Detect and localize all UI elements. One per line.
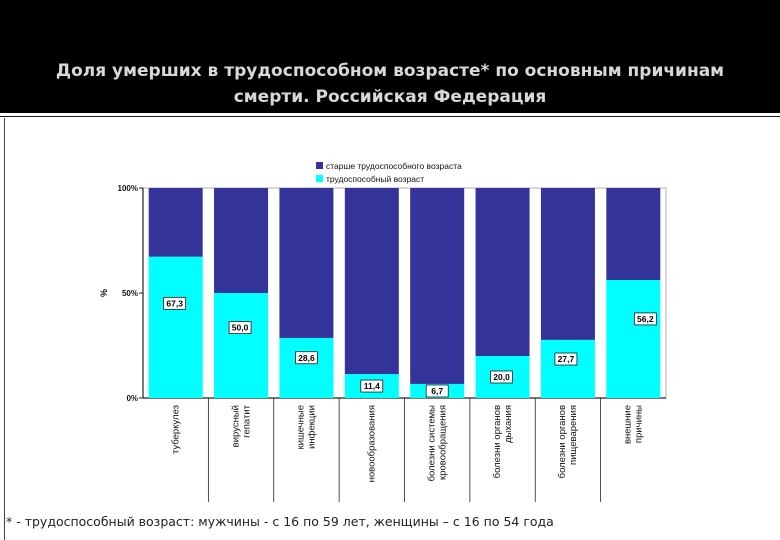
x-tick-label: пищеварения <box>568 405 579 465</box>
x-tick-label: туберкулез <box>170 405 181 454</box>
slide-title: Доля умерших в трудоспособном возрасте* … <box>55 61 725 107</box>
footnote: * - трудоспособный возраст: мужчины - с … <box>6 514 554 529</box>
x-tick-label: причины <box>634 405 645 443</box>
data-label-box <box>163 296 187 310</box>
data-label-box <box>295 351 318 365</box>
bar-older-age <box>540 188 595 340</box>
x-tick-label: гепатит <box>241 404 252 437</box>
bar-working-age <box>279 337 334 398</box>
x-tick-label: кишечные <box>296 405 307 449</box>
y-tick-label: 50% <box>122 289 138 298</box>
bar-older-age <box>606 188 661 280</box>
bar-working-age <box>540 339 595 398</box>
bar-working-age <box>214 293 269 398</box>
data-label-box <box>490 370 513 384</box>
x-tick-label: дыхания <box>503 405 514 443</box>
x-tick-label: кровообращения <box>437 405 448 480</box>
x-tick-label: вирусный <box>230 405 241 447</box>
left-rule <box>4 118 5 540</box>
bar-older-age <box>344 188 399 375</box>
data-label: 20,0 <box>493 372 510 382</box>
legend-label-working-age: трудоспособный возраст <box>326 174 424 184</box>
legend-label-older-age: старше трудоспособного возраста <box>326 161 462 171</box>
data-label-box <box>554 352 578 366</box>
data-label: 27,7 <box>558 354 575 364</box>
y-axis-label: % <box>99 289 109 297</box>
data-label-box <box>425 384 449 398</box>
data-label: 28,6 <box>298 353 315 363</box>
title-banner: Доля умерших в трудоспособном возрасте* … <box>0 0 780 113</box>
legend-swatch-older-age <box>316 162 323 169</box>
x-tick-label: болезни органов <box>492 405 503 478</box>
bar-working-age <box>606 279 661 398</box>
header-rule <box>0 116 780 117</box>
data-label: 6,7 <box>431 386 443 396</box>
data-label-box <box>228 321 252 334</box>
y-tick-label: 100% <box>118 184 138 193</box>
bar-older-age <box>148 188 203 257</box>
data-label-box <box>360 379 384 393</box>
y-tick-label: 0% <box>126 394 138 403</box>
data-label: 56,2 <box>637 314 654 324</box>
x-tick-label: болезни органов <box>557 405 568 478</box>
legend-swatch-working-age <box>316 175 323 182</box>
bar-working-age <box>148 256 203 398</box>
data-label: 11,4 <box>364 381 380 391</box>
bar-older-age <box>410 188 465 384</box>
bar-older-age <box>279 188 334 338</box>
bar-older-age <box>475 188 530 356</box>
x-tick-label: инфекции <box>307 405 318 449</box>
data-label: 50,0 <box>232 323 249 333</box>
data-label: 67,3 <box>166 298 183 308</box>
data-label-box <box>633 312 657 326</box>
x-tick-label: болезни системы <box>426 405 437 482</box>
bar-older-age <box>214 188 269 293</box>
x-tick-label: новообразования <box>367 405 378 482</box>
x-tick-label: внешние <box>623 405 634 444</box>
